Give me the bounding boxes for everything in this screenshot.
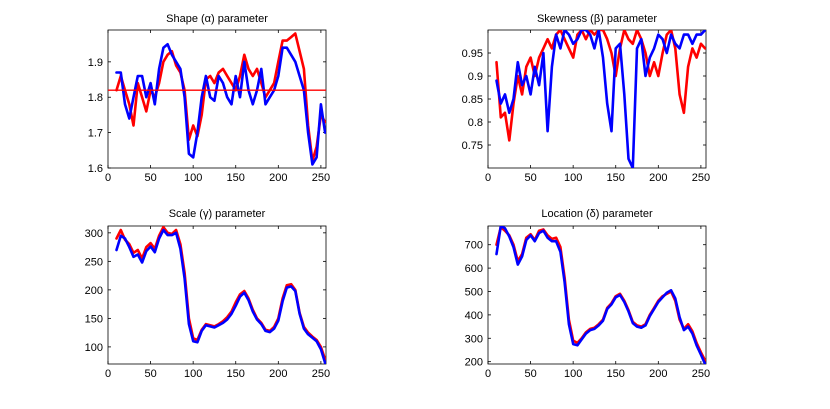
shape-xtick-label: 100 (184, 172, 202, 184)
scale-xtick-label: 0 (105, 368, 111, 380)
scale-ytick-label: 150 (85, 313, 103, 325)
scale-series-blue-line (115, 228, 326, 364)
scale-xtick-label: 250 (312, 368, 330, 380)
location-ytick-label: 500 (465, 286, 483, 298)
location-ytick-label: 400 (465, 310, 483, 322)
shape-xtick-label: 200 (269, 172, 287, 184)
location-xtick-label: 50 (524, 368, 536, 380)
location-xtick-label: 250 (692, 368, 710, 380)
shape-ytick-label: 1.9 (88, 57, 103, 69)
skewness-ytick-label: 0.75 (462, 140, 483, 152)
location-xtick-label: 100 (564, 368, 582, 380)
scale-axes-box (107, 225, 327, 365)
location-series-blue-line (495, 226, 706, 364)
skewness-ytick-label: 0.95 (462, 48, 483, 60)
scale-ytick-label: 300 (85, 228, 103, 240)
shape-ytick-label: 1.6 (88, 163, 103, 175)
skewness-ytick-label: 0.85 (462, 94, 483, 106)
shape-data (108, 32, 326, 166)
shape-ytick-label: 1.8 (88, 92, 103, 104)
scale-ytick-label: 250 (85, 256, 103, 268)
location-ytick-label: 300 (465, 333, 483, 345)
location-ytick-label: 600 (465, 263, 483, 275)
skewness-series-red-line (495, 30, 706, 142)
panel-shape-alpha: Shape (α) parameter 0 50 100 150 200 250 1.6 1.… (88, 13, 330, 184)
skewness-xtick-label: 0 (485, 172, 491, 184)
panel-scale-gamma: Scale (γ) parameter 0 50 100 150 200 250 100 15… (85, 208, 330, 380)
location-ytick-label: 200 (465, 357, 483, 369)
shape-xtick-label: 50 (144, 172, 156, 184)
scale-xtick-label: 200 (269, 368, 287, 380)
scale-data (115, 226, 326, 364)
shape-xtick-label: 0 (105, 172, 111, 184)
location-xtick-label: 0 (485, 368, 491, 380)
shape-series-blue-line (115, 42, 326, 166)
panel-title-shape: Shape (α) parameter (166, 13, 268, 25)
scale-xtick-label: 150 (227, 368, 245, 380)
scale-ytick-label: 100 (85, 342, 103, 354)
skewness-ytick-label: 0.8 (468, 117, 483, 129)
location-ytick-label: 700 (465, 240, 483, 252)
panel-title-scale: Scale (γ) parameter (169, 208, 266, 220)
skewness-axes-box (487, 29, 707, 169)
skewness-series-blue-line (495, 30, 706, 168)
skewness-xtick-label: 50 (524, 172, 536, 184)
panel-title-location: Location (δ) parameter (541, 208, 653, 220)
panel-skewness-beta: Skewness (β) parameter 0 50 100 150 200 250 0.… (462, 13, 710, 184)
location-xtick-label: 200 (649, 368, 667, 380)
skewness-ytick-label: 0.9 (468, 71, 483, 83)
skewness-xtick-label: 200 (649, 172, 667, 184)
location-data (495, 226, 706, 364)
skewness-data (495, 30, 706, 168)
location-xtick-label: 150 (607, 368, 625, 380)
scale-xtick-label: 100 (184, 368, 202, 380)
panel-title-skewness: Skewness (β) parameter (537, 13, 657, 25)
shape-ytick-label: 1.7 (88, 128, 103, 140)
panel-location-delta: Location (δ) parameter 0 50 100 150 200 250 20… (465, 208, 710, 380)
skewness-xtick-label: 150 (607, 172, 625, 184)
shape-xtick-label: 250 (312, 172, 330, 184)
skewness-xtick-label: 250 (692, 172, 710, 184)
shape-xtick-label: 150 (227, 172, 245, 184)
scale-xtick-label: 50 (144, 368, 156, 380)
skewness-xtick-label: 100 (564, 172, 582, 184)
shape-axes-box (107, 29, 327, 169)
scale-ytick-label: 200 (85, 285, 103, 297)
